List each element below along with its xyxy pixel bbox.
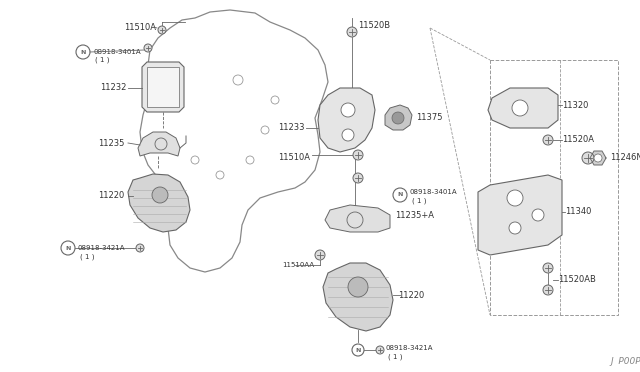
- Text: 11375: 11375: [416, 113, 442, 122]
- Text: 11232: 11232: [100, 83, 126, 93]
- Text: 11510AA: 11510AA: [282, 262, 314, 268]
- Polygon shape: [128, 174, 190, 232]
- Text: J  P00P: J P00P: [610, 357, 640, 366]
- Circle shape: [315, 250, 325, 260]
- Text: 08918-3421A: 08918-3421A: [385, 345, 433, 351]
- Text: 11520AB: 11520AB: [558, 276, 596, 285]
- Circle shape: [594, 154, 602, 162]
- Circle shape: [532, 209, 544, 221]
- Polygon shape: [318, 88, 375, 152]
- Text: N: N: [397, 192, 403, 198]
- Text: 11320: 11320: [562, 100, 588, 109]
- Circle shape: [353, 150, 363, 160]
- Text: 11246N: 11246N: [610, 154, 640, 163]
- Circle shape: [543, 285, 553, 295]
- Circle shape: [353, 173, 363, 183]
- Circle shape: [392, 112, 404, 124]
- Bar: [490, 60, 618, 315]
- Text: 08918-3421A: 08918-3421A: [78, 245, 125, 251]
- Circle shape: [144, 44, 152, 52]
- Circle shape: [152, 187, 168, 203]
- Polygon shape: [323, 263, 393, 331]
- Polygon shape: [138, 132, 180, 156]
- Circle shape: [512, 100, 528, 116]
- Circle shape: [158, 26, 166, 34]
- Text: 08918-3401A: 08918-3401A: [410, 189, 458, 195]
- Text: ( 1 ): ( 1 ): [388, 354, 403, 360]
- Text: N: N: [355, 347, 361, 353]
- Circle shape: [582, 152, 594, 164]
- Circle shape: [348, 277, 368, 297]
- Circle shape: [341, 103, 355, 117]
- Text: 11520B: 11520B: [358, 20, 390, 29]
- Circle shape: [347, 27, 357, 37]
- Polygon shape: [385, 105, 412, 130]
- Circle shape: [509, 222, 521, 234]
- Text: 11520A: 11520A: [562, 135, 594, 144]
- Polygon shape: [142, 62, 184, 112]
- Text: 11340: 11340: [565, 208, 591, 217]
- Text: 11235: 11235: [98, 138, 124, 148]
- Text: ( 1 ): ( 1 ): [412, 198, 426, 204]
- Text: 11510A: 11510A: [278, 153, 310, 161]
- Text: 11510A: 11510A: [124, 22, 156, 32]
- Text: 11235+A: 11235+A: [395, 211, 434, 219]
- Circle shape: [136, 244, 144, 252]
- Bar: [147, 67, 179, 107]
- Circle shape: [543, 263, 553, 273]
- Text: 11233: 11233: [278, 124, 305, 132]
- Circle shape: [342, 129, 354, 141]
- Text: ( 1 ): ( 1 ): [80, 254, 95, 260]
- Polygon shape: [590, 151, 606, 165]
- Text: 08918-3401A: 08918-3401A: [93, 49, 141, 55]
- Circle shape: [507, 190, 523, 206]
- Text: N: N: [80, 49, 86, 55]
- Circle shape: [543, 135, 553, 145]
- Polygon shape: [325, 205, 390, 232]
- Text: 11220: 11220: [398, 291, 424, 299]
- Circle shape: [376, 346, 384, 354]
- Text: ( 1 ): ( 1 ): [95, 57, 109, 63]
- Text: 11220: 11220: [98, 192, 124, 201]
- Polygon shape: [488, 88, 558, 128]
- Text: N: N: [65, 246, 70, 250]
- Polygon shape: [478, 175, 562, 255]
